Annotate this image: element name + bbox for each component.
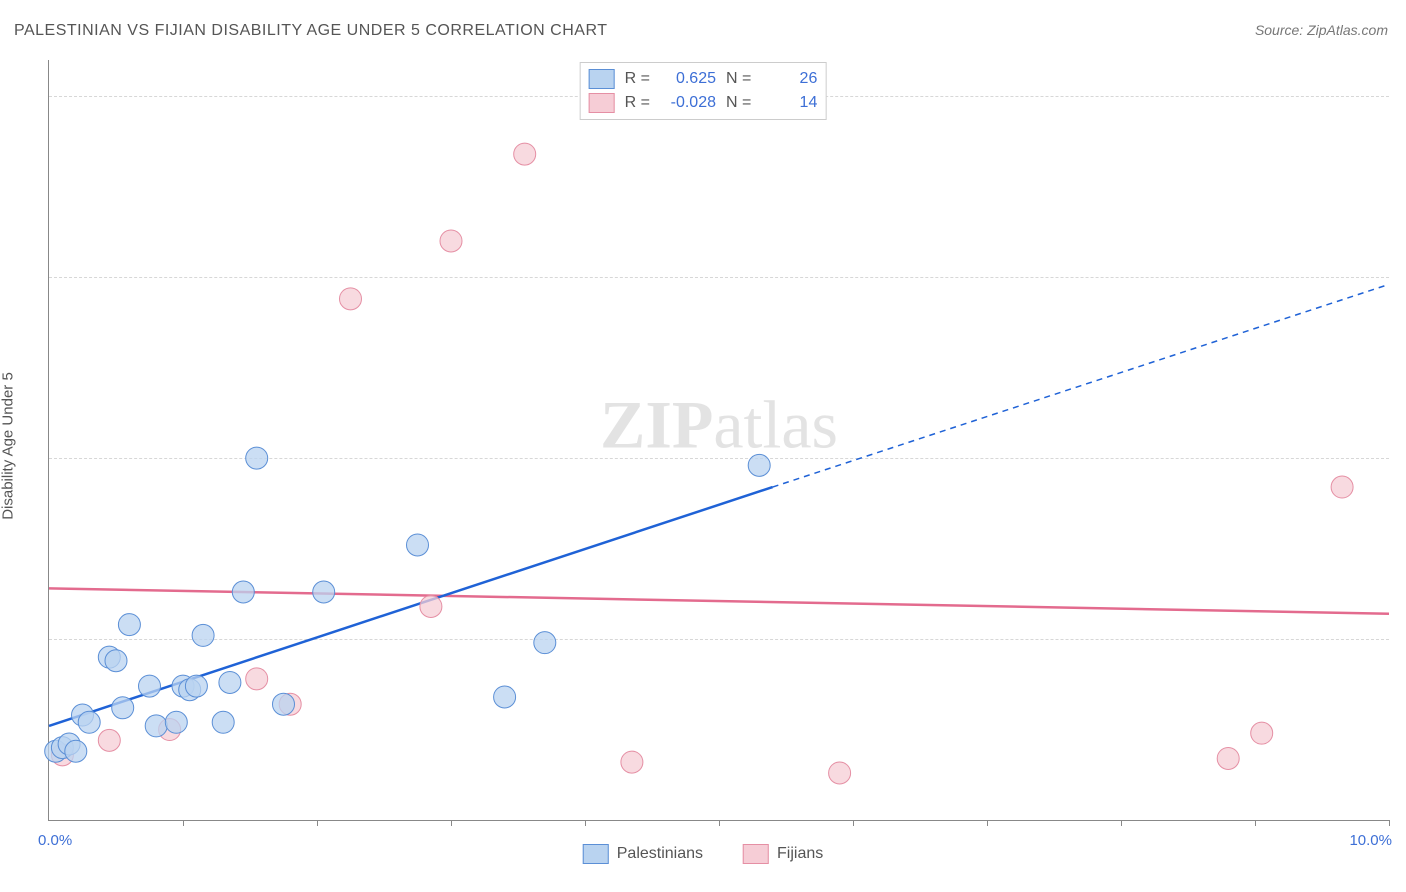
- data-point-palestinians: [246, 447, 268, 469]
- swatch-palestinians: [589, 69, 615, 89]
- data-point-palestinians: [313, 581, 335, 603]
- data-point-palestinians: [494, 686, 516, 708]
- data-point-palestinians: [185, 675, 207, 697]
- legend-label-palestinians: Palestinians: [617, 845, 703, 863]
- plot-svg: [49, 60, 1389, 820]
- y-tick-label: 10.0%: [1394, 88, 1406, 105]
- x-axis-min-label: 0.0%: [38, 832, 72, 849]
- data-point-fijians: [1251, 722, 1273, 744]
- stat-r-value-1: -0.028: [660, 94, 716, 112]
- x-tick: [585, 820, 586, 826]
- y-tick-label: 7.5%: [1394, 269, 1406, 286]
- data-point-palestinians: [118, 614, 140, 636]
- data-point-palestinians: [105, 650, 127, 672]
- legend-stats-row-0: R = 0.625 N = 26: [589, 67, 818, 91]
- x-tick: [1121, 820, 1122, 826]
- stat-n-label-0: N =: [726, 70, 751, 88]
- x-tick: [451, 820, 452, 826]
- x-tick: [853, 820, 854, 826]
- plot-area: ZIPatlas 2.5%5.0%7.5%10.0%: [48, 60, 1389, 821]
- x-axis-max-label: 10.0%: [1349, 832, 1392, 849]
- trend-line-dash-palestinians: [773, 284, 1389, 487]
- y-tick-label: 5.0%: [1394, 450, 1406, 467]
- chart-title: PALESTINIAN VS FIJIAN DISABILITY AGE UND…: [14, 22, 608, 40]
- bottom-legend: Palestinians Fijians: [583, 844, 824, 864]
- x-tick: [719, 820, 720, 826]
- data-point-fijians: [1217, 747, 1239, 769]
- swatch-fijians-bottom: [743, 844, 769, 864]
- data-point-palestinians: [212, 711, 234, 733]
- data-point-palestinians: [407, 534, 429, 556]
- legend-item-palestinians: Palestinians: [583, 844, 703, 864]
- stat-n-value-0: 26: [761, 70, 817, 88]
- swatch-fijians: [589, 93, 615, 113]
- data-point-fijians: [829, 762, 851, 784]
- data-point-palestinians: [219, 671, 241, 693]
- data-point-fijians: [340, 288, 362, 310]
- data-point-palestinians: [112, 697, 134, 719]
- legend-label-fijians: Fijians: [777, 845, 823, 863]
- stat-r-label-0: R =: [625, 70, 650, 88]
- stat-r-label-1: R =: [625, 94, 650, 112]
- legend-stats: R = 0.625 N = 26 R = -0.028 N = 14: [580, 62, 827, 120]
- legend-stats-row-1: R = -0.028 N = 14: [589, 91, 818, 115]
- data-point-palestinians: [78, 711, 100, 733]
- data-point-palestinians: [145, 715, 167, 737]
- data-point-palestinians: [748, 454, 770, 476]
- y-axis-label: Disability Age Under 5: [0, 372, 17, 520]
- chart-source: Source: ZipAtlas.com: [1255, 22, 1388, 38]
- data-point-fijians: [246, 668, 268, 690]
- x-tick: [987, 820, 988, 826]
- data-point-fijians: [440, 230, 462, 252]
- x-tick: [183, 820, 184, 826]
- stat-n-label-1: N =: [726, 94, 751, 112]
- data-point-palestinians: [232, 581, 254, 603]
- legend-item-fijians: Fijians: [743, 844, 823, 864]
- data-point-fijians: [621, 751, 643, 773]
- data-point-palestinians: [165, 711, 187, 733]
- swatch-palestinians-bottom: [583, 844, 609, 864]
- x-tick: [317, 820, 318, 826]
- data-point-fijians: [420, 595, 442, 617]
- data-point-palestinians: [65, 740, 87, 762]
- data-point-fijians: [514, 143, 536, 165]
- chart-container: PALESTINIAN VS FIJIAN DISABILITY AGE UND…: [0, 0, 1406, 892]
- data-point-fijians: [1331, 476, 1353, 498]
- data-point-palestinians: [192, 624, 214, 646]
- stat-r-value-0: 0.625: [660, 70, 716, 88]
- x-tick: [1255, 820, 1256, 826]
- data-point-palestinians: [534, 632, 556, 654]
- data-point-palestinians: [139, 675, 161, 697]
- data-point-fijians: [98, 729, 120, 751]
- x-tick: [1389, 820, 1390, 826]
- data-point-palestinians: [273, 693, 295, 715]
- y-tick-label: 2.5%: [1394, 631, 1406, 648]
- stat-n-value-1: 14: [761, 94, 817, 112]
